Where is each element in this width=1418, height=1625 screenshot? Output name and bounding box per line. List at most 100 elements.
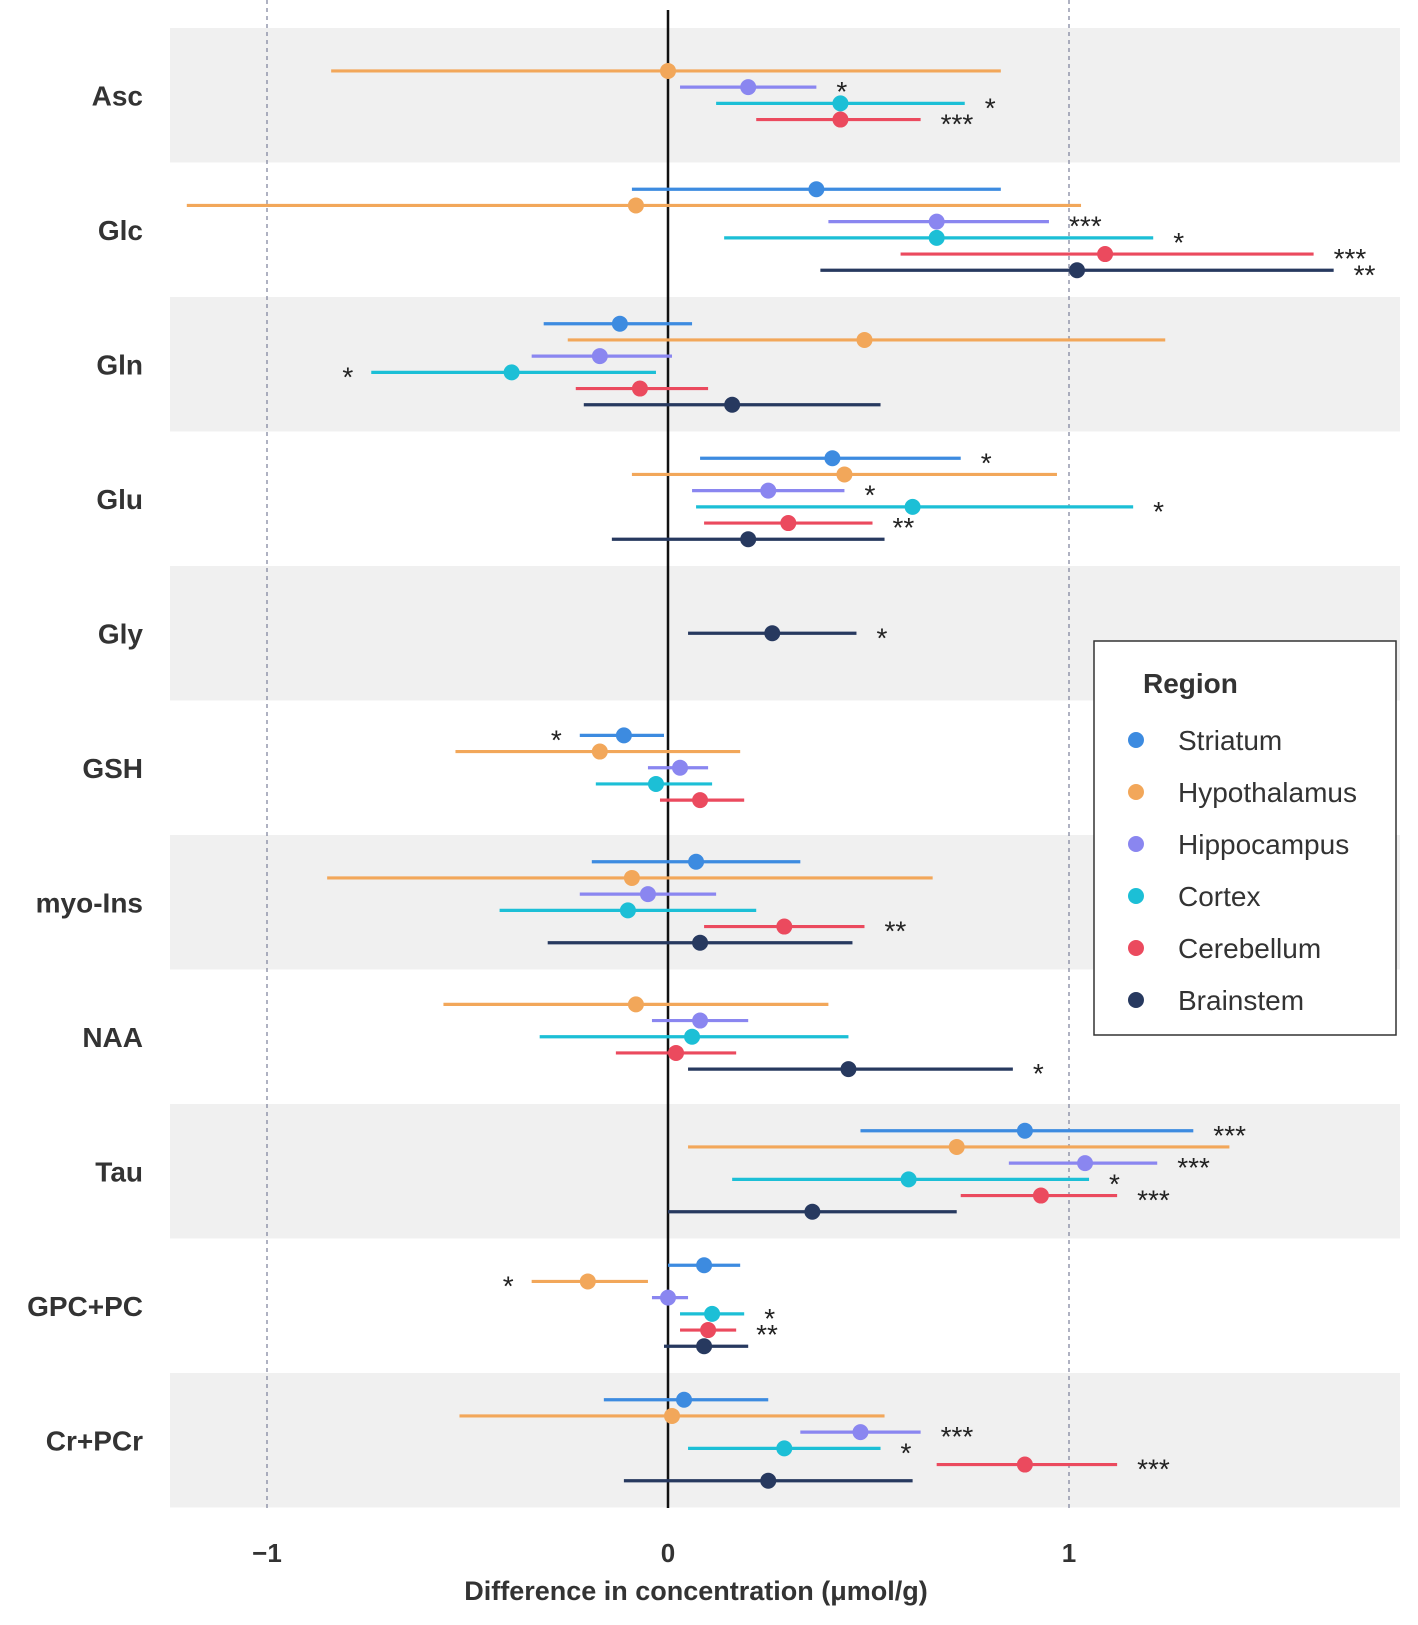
significance-label: *	[342, 361, 353, 392]
band-tau	[170, 1104, 1400, 1239]
point-estimate	[639, 886, 656, 903]
point-estimate	[664, 1407, 681, 1424]
point-estimate	[696, 1257, 713, 1274]
significance-label: **	[893, 512, 915, 543]
legend-swatch	[1128, 992, 1144, 1008]
point-estimate	[676, 1391, 693, 1408]
point-estimate	[611, 315, 628, 332]
point-estimate	[740, 79, 757, 96]
point-estimate	[591, 348, 608, 365]
legend-label: Brainstem	[1178, 985, 1304, 1016]
significance-label: *	[1173, 227, 1184, 258]
point-estimate	[764, 625, 781, 642]
x-tick-label: 1	[1062, 1538, 1076, 1568]
point-estimate	[692, 792, 709, 809]
significance-label: *	[985, 92, 996, 123]
significance-label: *	[1153, 496, 1164, 527]
point-estimate	[1077, 1155, 1094, 1172]
point-estimate	[704, 1305, 721, 1322]
point-estimate	[668, 1044, 685, 1061]
point-estimate	[824, 450, 841, 467]
point-estimate	[856, 331, 873, 348]
category-label: Glc	[98, 215, 143, 246]
category-label: GSH	[82, 753, 143, 784]
legend-items: Striatum Hypothalamus Hippocampus Cortex Cer…	[1128, 725, 1357, 1016]
category-labels: Asc Glc Gln Glu Gly GSH myo-Ins NAA Tau GPC+PC Cr+…	[27, 80, 143, 1456]
legend: Region Striatum Hypothalamus Hippocampus Co…	[1093, 640, 1397, 1036]
legend-box	[1093, 640, 1397, 1036]
point-estimate	[1016, 1122, 1033, 1139]
legend-label: Hypothalamus	[1178, 777, 1357, 808]
point-estimate	[740, 531, 757, 548]
point-estimate	[660, 62, 676, 79]
significance-label: ***	[941, 109, 974, 140]
point-estimate	[1032, 1187, 1049, 1204]
point-estimate	[615, 727, 632, 744]
significance-label: *	[1033, 1058, 1044, 1089]
x-axis: Difference in concentration (μmol/g) −1 0…	[252, 1538, 1076, 1606]
point-estimate	[692, 934, 709, 951]
band-cr+pcr	[170, 1373, 1400, 1508]
significance-label: *	[876, 622, 887, 653]
significance-label: *	[901, 1437, 912, 1468]
point-estimate	[700, 1322, 717, 1339]
point-estimate	[688, 853, 705, 870]
legend-label: Hippocampus	[1178, 829, 1349, 860]
significance-label: *	[764, 1303, 775, 1334]
point-estimate	[928, 229, 945, 246]
significance-label: *	[503, 1270, 514, 1301]
point-estimate	[904, 498, 921, 515]
point-estimate	[804, 1203, 821, 1220]
point-estimate	[647, 775, 664, 792]
point-estimate	[808, 181, 825, 198]
point-estimate	[1097, 246, 1114, 263]
point-estimate	[840, 1061, 857, 1078]
category-label: Gly	[98, 618, 144, 649]
point-estimate	[780, 515, 797, 532]
point-estimate	[579, 1273, 596, 1290]
category-label: Gln	[96, 349, 143, 380]
x-tick-label: 0	[661, 1538, 675, 1568]
category-label: Tau	[95, 1156, 143, 1187]
point-estimate	[852, 1424, 869, 1441]
significance-label: ***	[1137, 1185, 1170, 1216]
legend-swatch	[1128, 732, 1144, 748]
point-estimate	[619, 902, 636, 919]
point-estimate	[928, 213, 945, 230]
significance-label: ***	[1137, 1454, 1170, 1485]
category-label: myo-Ins	[36, 887, 143, 918]
legend-label: Cortex	[1178, 881, 1260, 912]
legend-label: Striatum	[1178, 725, 1282, 756]
significance-label: **	[884, 916, 906, 947]
legend-swatch	[1128, 836, 1144, 852]
legend-swatch	[1128, 940, 1144, 956]
legend-title: Region	[1143, 668, 1238, 699]
point-estimate	[900, 1171, 917, 1188]
category-label: NAA	[82, 1022, 143, 1053]
point-estimate	[832, 95, 849, 112]
significance-label: *	[836, 76, 847, 107]
point-estimate	[760, 482, 777, 499]
point-estimate	[1069, 262, 1086, 279]
significance-label: ***	[941, 1421, 974, 1452]
point-estimate	[627, 197, 644, 214]
point-estimate	[724, 396, 741, 413]
significance-label: *	[1109, 1168, 1120, 1199]
point-estimate	[660, 1289, 676, 1306]
band-gln	[170, 297, 1400, 432]
point-estimate	[760, 1472, 777, 1489]
significance-label: **	[1354, 259, 1376, 290]
significance-label: *	[551, 724, 562, 755]
point-estimate	[591, 743, 608, 760]
significance-label: ***	[1177, 1152, 1210, 1183]
point-estimate	[672, 759, 689, 776]
category-label: Glu	[96, 484, 143, 515]
point-estimate	[1016, 1456, 1033, 1473]
significance-label: *	[981, 447, 992, 478]
point-estimate	[684, 1028, 701, 1045]
band-asc	[170, 28, 1400, 163]
significance-label: **	[756, 1319, 778, 1350]
point-estimate	[776, 1440, 793, 1457]
gridlines	[266, 0, 1070, 1508]
